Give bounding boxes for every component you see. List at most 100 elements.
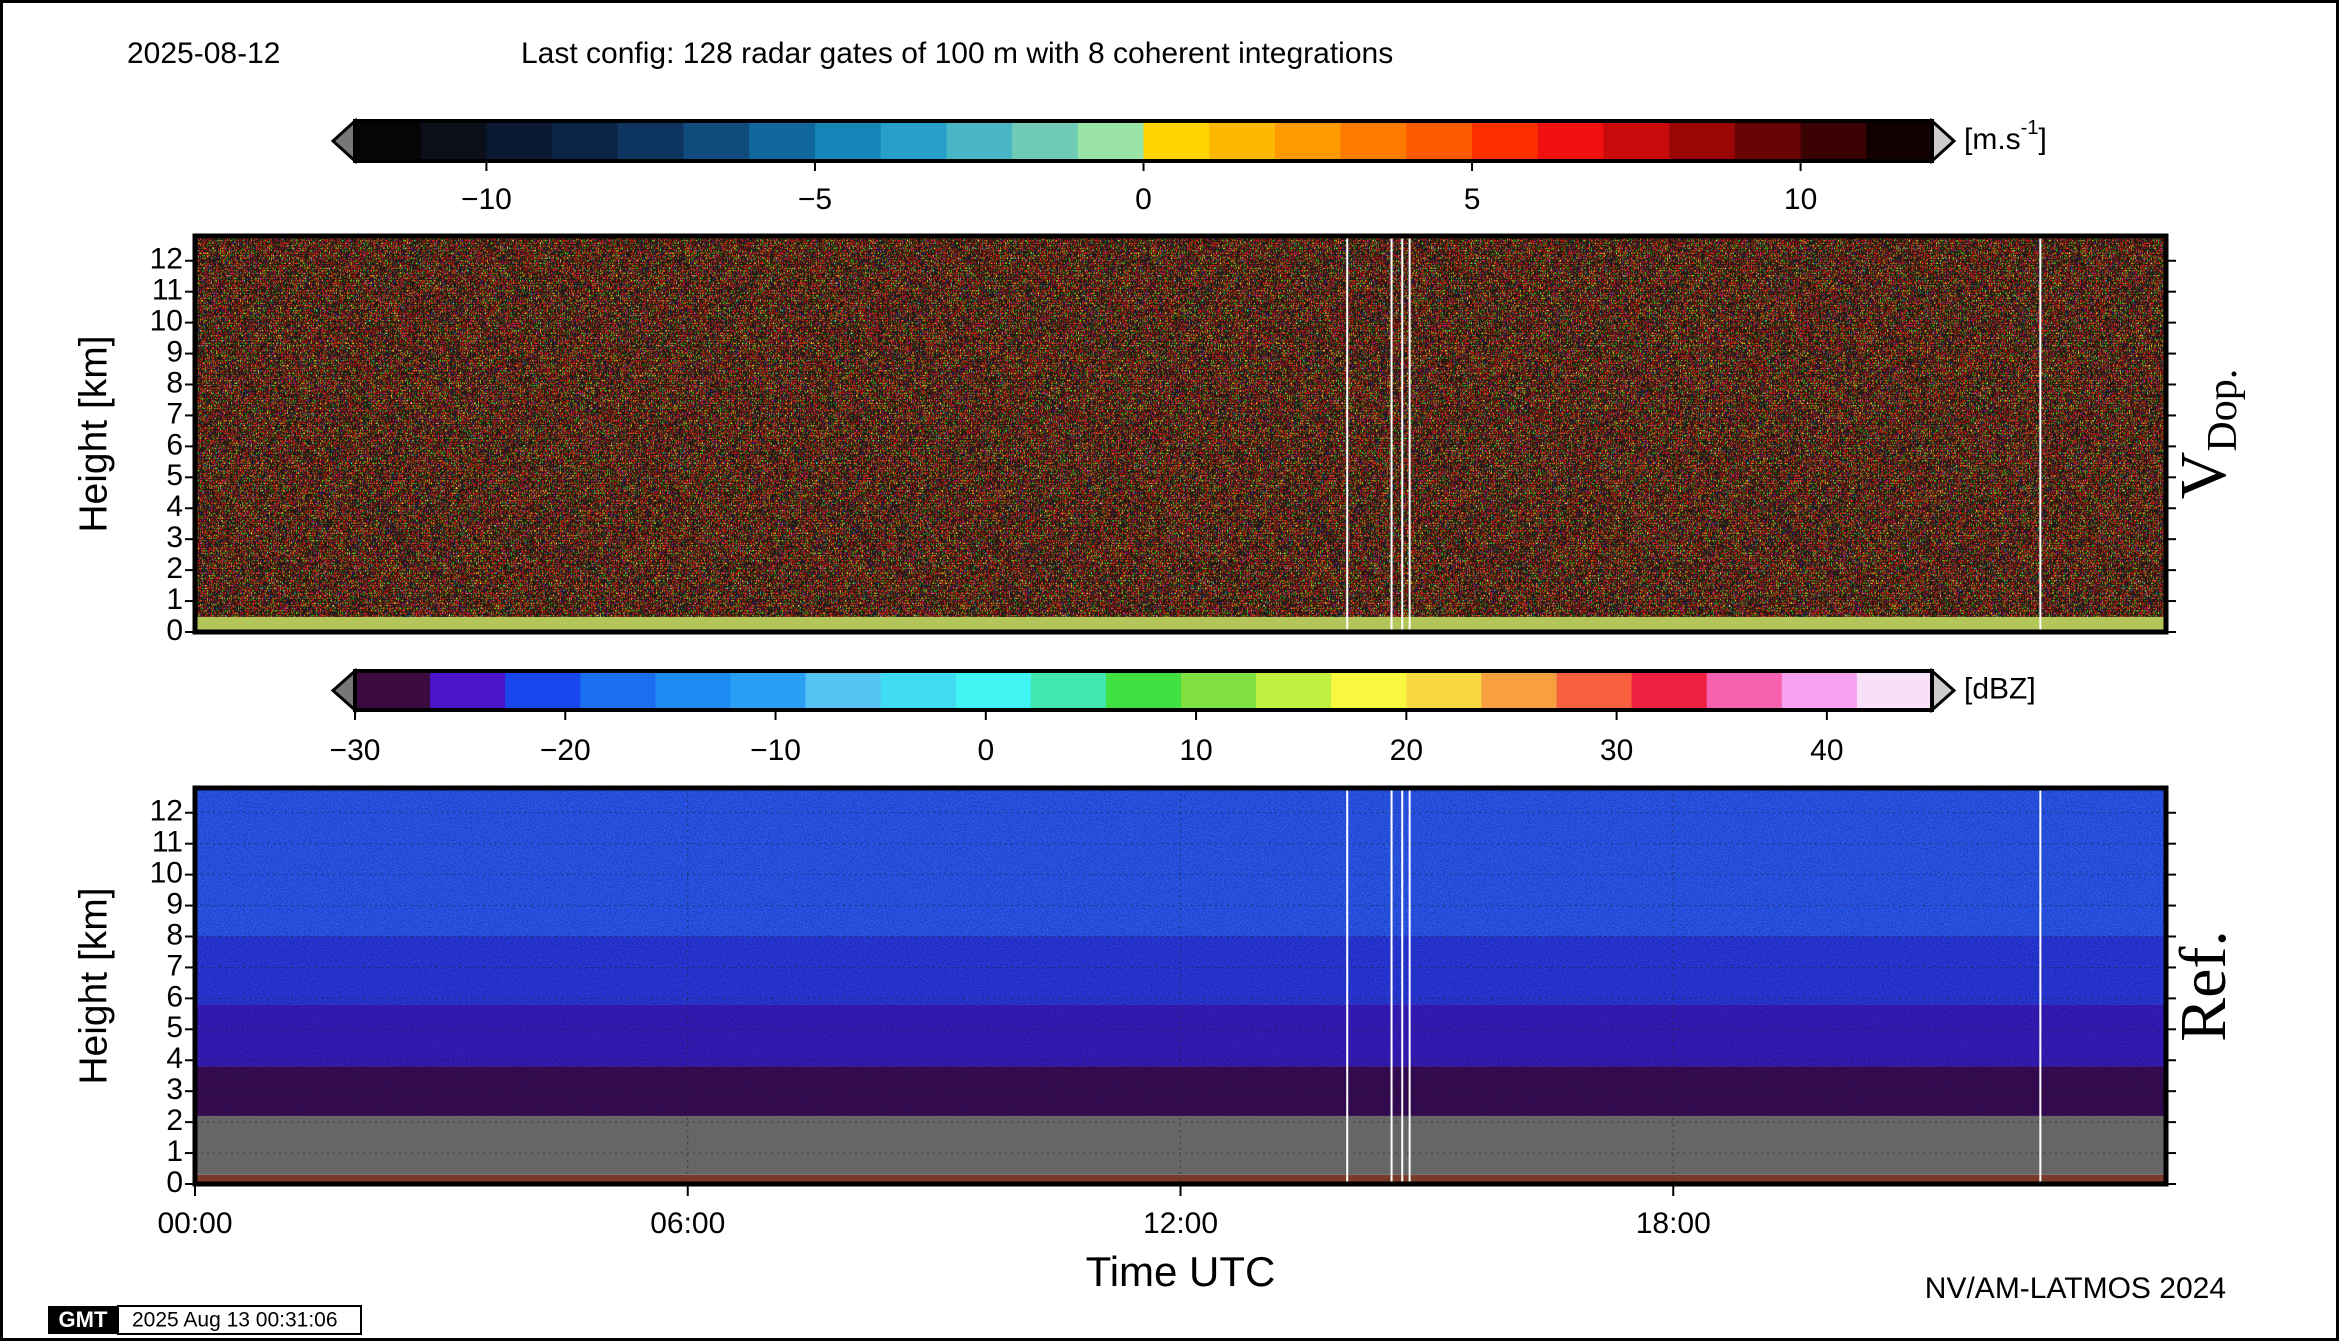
colorbar-segment <box>1105 671 1182 710</box>
colorbar-arrow-high <box>1930 667 1957 714</box>
colorbar-tick-label: 20 <box>1390 734 1423 767</box>
x-tick-label: 18:00 <box>1636 1207 1711 1240</box>
colorbar-segment <box>505 671 581 710</box>
colorbar-tick-label: 5 <box>1464 183 1481 216</box>
y-axis-title: Height [km] <box>72 335 115 532</box>
colorbar-segment <box>1256 671 1332 710</box>
colorbar-segment <box>1331 671 1407 710</box>
timestamp-box <box>117 1305 362 1335</box>
colorbar-segment <box>355 671 431 710</box>
y-tick-label: 10 <box>150 857 183 890</box>
colorbar-segment <box>1800 121 1867 161</box>
colorbar-segment <box>880 671 957 710</box>
config: Last config: 128 radar gates of 100 m wi… <box>521 37 1393 70</box>
colorbar-segment <box>486 121 553 161</box>
credit: NV/AM-LATMOS 2024 <box>1925 1272 2226 1305</box>
plot-frame <box>192 233 2169 635</box>
x-tick-label: 12:00 <box>1143 1207 1218 1240</box>
colorbar-segment <box>805 671 882 710</box>
y-tick-label: 6 <box>166 428 183 461</box>
colorbar-segment <box>749 121 816 161</box>
colorbar-segment <box>1340 121 1407 161</box>
colorbar-arrow-low <box>330 667 357 714</box>
y-tick-label: 9 <box>166 335 183 368</box>
colorbar-tick-label: −30 <box>330 734 381 767</box>
colorbar-tick-label: −10 <box>750 734 801 767</box>
timestamp: 2025 Aug 13 00:31:06 <box>132 1309 338 1332</box>
y-tick-label: 6 <box>166 980 183 1013</box>
colorbar-segment <box>1669 121 1736 161</box>
colorbar-segment <box>1472 121 1539 161</box>
colorbar-segment <box>730 671 807 710</box>
y-tick-label: 7 <box>166 949 183 982</box>
y-tick-label: 5 <box>166 1011 183 1044</box>
y-tick-label: 9 <box>166 887 183 920</box>
colorbar-segment <box>1181 671 1257 710</box>
colorbar-segment <box>430 671 506 710</box>
x-tick-label: 06:00 <box>650 1207 725 1240</box>
y-axis-title: Height [km] <box>72 887 115 1084</box>
plot-frame <box>192 785 2169 1187</box>
colorbar-segment <box>420 121 488 161</box>
colorbar-segment <box>580 671 656 710</box>
y-tick-label: 3 <box>166 1073 183 1106</box>
unit-part: [dBZ] <box>1964 672 2036 705</box>
unit-part: -1 <box>2021 117 2039 139</box>
x-tick-label: 00:00 <box>157 1207 232 1240</box>
colorbar-arrow-low <box>330 117 357 165</box>
colorbar-segment <box>1556 671 1633 710</box>
y-tick-label: 11 <box>152 826 183 859</box>
y-tick-label: 5 <box>166 459 183 492</box>
colorbar-segment <box>1631 671 1708 710</box>
height-layer <box>195 616 2166 632</box>
colorbar-segment <box>1209 121 1276 161</box>
x-axis-title: Time UTC <box>1086 1248 1276 1295</box>
colorbar-tick-label: −10 <box>461 183 512 216</box>
colorbar-frame <box>353 669 1934 712</box>
colorbar-tick-label: 30 <box>1600 734 1633 767</box>
colorbar-segment <box>880 121 947 161</box>
colorbar-segment <box>946 121 1013 161</box>
colorbar-tick-label: −20 <box>540 734 591 767</box>
colorbar-segment <box>552 121 619 161</box>
colorbar-tick-label: 10 <box>1784 183 1817 216</box>
colorbar-tick-label: −5 <box>798 183 832 216</box>
y-tick-label: 10 <box>150 305 183 338</box>
colorbar-segment <box>1866 121 1933 161</box>
colorbar-segment <box>1077 121 1145 161</box>
colorbar-segment <box>1603 121 1670 161</box>
colorbar-tick-label: 10 <box>1179 734 1212 767</box>
colorbar-unit: [m.s-1] <box>1964 117 2047 156</box>
plot-area <box>195 236 2166 632</box>
panel-label: Ref. <box>2167 930 2240 1042</box>
colorbar-segment <box>1406 671 1483 710</box>
colorbar-segment <box>1406 121 1473 161</box>
colorbar-tick-label: 0 <box>1135 183 1152 216</box>
y-tick-label: 1 <box>166 1135 183 1168</box>
y-tick-label: 8 <box>166 918 183 951</box>
y-tick-label: 0 <box>166 614 183 647</box>
colorbar-segment <box>1537 121 1605 161</box>
panel-label-sub: Dop. <box>2200 369 2246 452</box>
colorbar-segment <box>1734 121 1802 161</box>
colorbar-segment <box>955 671 1032 710</box>
colorbar-segment <box>617 121 685 161</box>
colorbar-segment <box>1143 121 1210 161</box>
unit-part: [m.s <box>1964 123 2021 156</box>
y-tick-label: 11 <box>152 274 183 307</box>
y-tick-label: 0 <box>166 1166 183 1199</box>
colorbar-tick-label: 0 <box>977 734 994 767</box>
texture <box>195 236 2166 617</box>
colorbar-segment <box>1481 671 1558 710</box>
colorbar-segment <box>1274 121 1342 161</box>
y-tick-label: 8 <box>166 366 183 399</box>
y-tick-label: 4 <box>166 490 183 523</box>
colorbar-segment <box>1012 121 1079 161</box>
y-tick-label: 2 <box>166 1104 183 1137</box>
date: 2025-08-12 <box>127 37 280 70</box>
colorbar-segment <box>355 121 422 161</box>
colorbar-segment <box>1856 671 1933 710</box>
